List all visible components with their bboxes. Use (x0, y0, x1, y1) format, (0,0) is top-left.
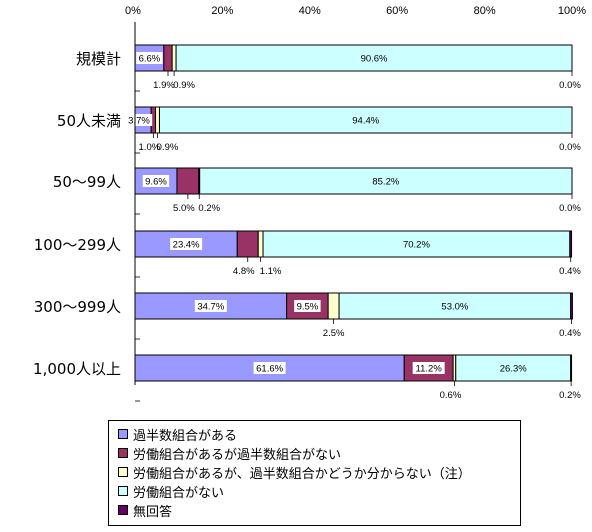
data-label: 0.0% (559, 203, 581, 214)
data-label-box (170, 238, 203, 250)
bar-segment (257, 230, 264, 258)
bar-segment (569, 230, 573, 258)
data-label: 0.2% (198, 203, 220, 214)
x-tick-label: 20% (211, 5, 233, 17)
category-label: 1,000人以上 (33, 360, 121, 378)
legend-swatch (118, 448, 128, 458)
data-labels: 6.6%1.9%0.9%90.6%0.0%3.7%1.0%0.9%94.4%0.… (125, 52, 581, 401)
x-tick-label: 0% (125, 5, 141, 17)
bar-segment (155, 106, 160, 134)
data-label-box (253, 362, 286, 374)
category-labels: 規模計 50人未満 50～99人 100～299人 300～999人 1,000人以上 (33, 50, 121, 378)
data-label: 26.3% (500, 364, 527, 375)
data-label: 2.5% (323, 328, 345, 339)
legend: 過半数組合がある 労働組合があるが過半数組合がない 労働組合があるが、過半数組合… (108, 420, 521, 526)
data-label: 90.6% (361, 54, 388, 65)
bar-segment (176, 167, 200, 195)
data-label: 0.0% (559, 142, 581, 153)
data-label: 3.7% (128, 116, 150, 127)
data-label-box (142, 175, 170, 187)
data-label-box (294, 300, 321, 312)
bar-segment (163, 44, 173, 72)
legend-label: 労働組合があるが過半数組合がない (133, 447, 342, 463)
data-label: 9.6% (145, 177, 167, 188)
data-label-box (194, 300, 227, 312)
data-label: 0.6% (440, 390, 462, 401)
data-label: 85.2% (372, 177, 399, 188)
legend-item-majority-union: 過半数組合がある (118, 425, 238, 444)
data-label: 1.1% (260, 266, 282, 277)
bar-segment (236, 230, 259, 258)
category-label: 規模計 (76, 50, 121, 68)
bar-segment (570, 292, 573, 320)
legend-swatch (118, 429, 128, 439)
data-label: 61.6% (256, 364, 283, 375)
x-axis-ticks: 0% 20% 40% 60% 80% 100% (125, 5, 586, 17)
bars (134, 44, 573, 382)
data-label: 0.0% (559, 80, 581, 91)
bar-segment (171, 44, 177, 72)
leader-lines (135, 71, 573, 402)
legend-swatch (118, 486, 128, 496)
data-label: 1.0% (139, 142, 161, 153)
data-label: 5.0% (173, 203, 195, 214)
legend-label: 労働組合があるが、過半数組合かどうか分からない（注） (133, 466, 471, 482)
legend-item-union-unknown-majority: 労働組合があるが、過半数組合かどうか分からない（注） (118, 463, 471, 482)
category-label: 50～99人 (53, 173, 121, 191)
bar-segment (175, 44, 573, 72)
x-tick-label: 80% (474, 5, 496, 17)
data-label: 70.2% (403, 240, 430, 251)
data-label: 0.9% (157, 142, 179, 153)
data-label: 0.4% (559, 328, 581, 339)
bar-segment (455, 354, 572, 382)
legend-label: 過半数組合がある (133, 428, 238, 444)
x-tick-label: 60% (386, 5, 408, 17)
legend-item-no-union: 労働組合がない (118, 482, 225, 501)
stacked-bar-chart: 0% 20% 40% 60% 80% 100% 規模計 50人未満 50～99人 100～299… (33, 5, 586, 402)
data-label: 0.2% (559, 390, 581, 401)
data-label-box (125, 114, 153, 126)
bar-segment (262, 230, 571, 258)
data-label: 0.4% (559, 266, 581, 277)
legend-item-union-no-majority: 労働組合があるが過半数組合がない (118, 444, 342, 463)
data-label-box (412, 362, 445, 374)
data-label: 94.4% (352, 116, 379, 127)
data-label: 4.8% (233, 266, 255, 277)
bar-segment (158, 106, 573, 134)
legend-label: 労働組合がない (133, 485, 225, 501)
category-label: 100～299人 (34, 236, 121, 254)
data-label: 1.9% (153, 80, 175, 91)
bar-segment (327, 292, 340, 320)
data-label: 0.9% (173, 80, 195, 91)
data-label: 34.7% (197, 302, 224, 313)
category-label: 50人未満 (57, 112, 121, 130)
data-label-box (136, 52, 163, 64)
bar-segment (570, 354, 573, 382)
legend-swatch (118, 467, 128, 477)
data-label: 9.5% (297, 302, 319, 313)
legend-item-no-answer: 無回答 (118, 501, 173, 520)
category-label: 300～999人 (34, 298, 121, 316)
data-label: 53.0% (441, 302, 468, 313)
x-tick-label: 40% (299, 5, 321, 17)
data-label: 6.6% (139, 54, 161, 65)
legend-swatch (118, 505, 128, 515)
data-label: 23.4% (173, 240, 200, 251)
legend-label: 無回答 (133, 504, 173, 520)
x-tick-label: 100% (558, 5, 586, 17)
bar-segment (199, 167, 573, 195)
data-label: 11.2% (416, 364, 443, 375)
